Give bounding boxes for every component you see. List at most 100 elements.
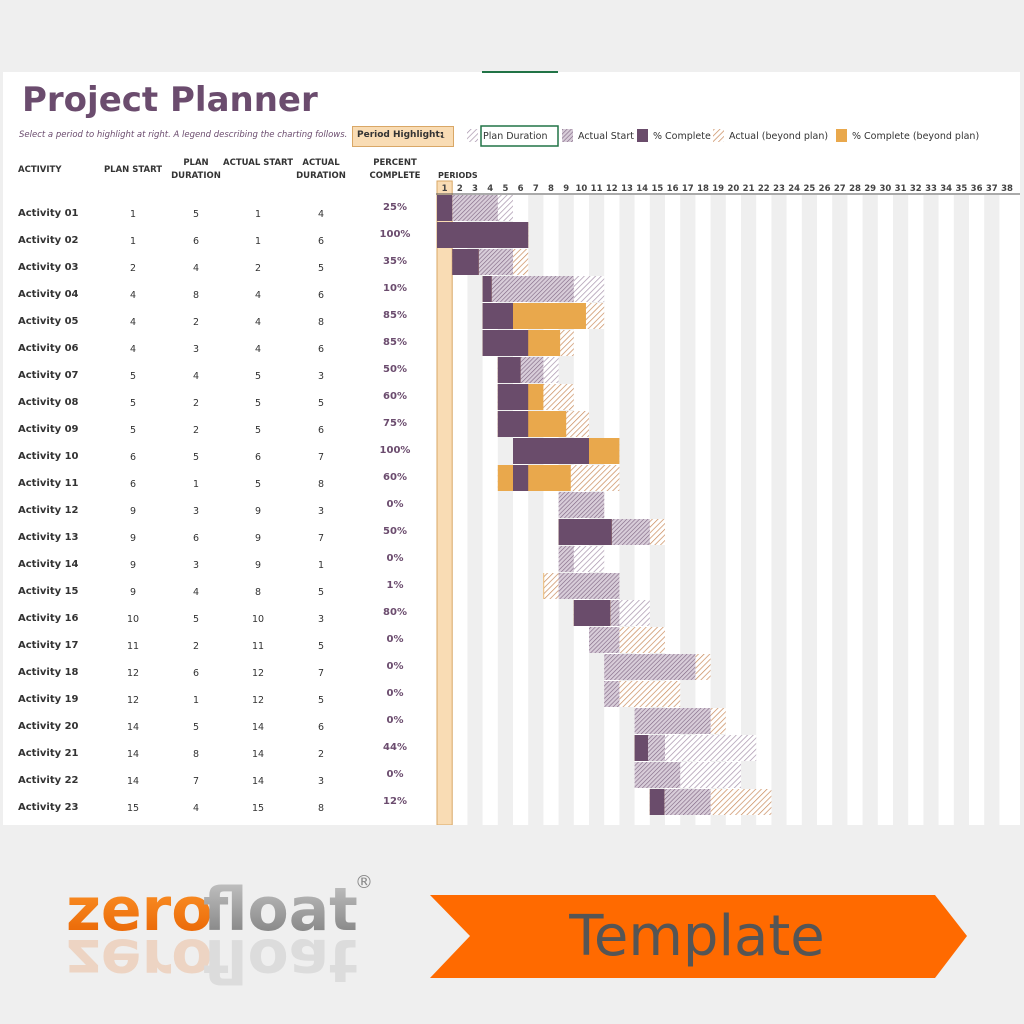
- percent-complete: 0%: [386, 499, 404, 510]
- period-stripe: [832, 195, 848, 825]
- cell-value: 8: [192, 749, 200, 760]
- period-label: 22: [758, 184, 770, 194]
- period-stripe: [801, 195, 817, 825]
- percent-complete-bar: [497, 411, 529, 437]
- cell-value: 4: [317, 209, 325, 220]
- cell-value: 1: [192, 479, 200, 490]
- percent-complete: 35%: [383, 256, 407, 267]
- period-label: 19: [712, 184, 724, 194]
- highlight-value: 1: [440, 131, 446, 140]
- cell-value: 5: [254, 398, 262, 409]
- period-label: 8: [548, 184, 554, 194]
- percent-complete: 0%: [386, 769, 404, 780]
- cell-value: 2: [317, 749, 325, 760]
- complete-beyond-plan: [497, 465, 571, 491]
- column-header: PLAN DURATION: [171, 158, 221, 181]
- period-label: 10: [575, 184, 587, 194]
- percent-complete-bar: [437, 222, 529, 248]
- cell-value: 8: [317, 317, 325, 328]
- cell-value: 4: [129, 344, 137, 355]
- percent-complete-bar: [482, 330, 529, 356]
- logo-float: float: [203, 875, 358, 945]
- percent-complete-bar: [497, 357, 521, 383]
- instructions: Select a period to highlight at right. A…: [19, 130, 348, 140]
- cell-value: 5: [254, 371, 262, 382]
- percent-complete: 0%: [386, 634, 404, 645]
- period-label: 37: [986, 184, 998, 194]
- actual-start: [589, 627, 620, 653]
- cell-value: 9: [129, 506, 137, 517]
- periods-label: PERIODS: [438, 171, 478, 180]
- period-stripe: [862, 195, 878, 825]
- cell-value: 11: [251, 641, 265, 652]
- cell-value: 5: [317, 641, 325, 652]
- cell-value: 5: [129, 398, 137, 409]
- cell-value: 14: [126, 722, 140, 733]
- period-label: 9: [563, 184, 569, 194]
- activity-name: Activity 14: [18, 559, 79, 570]
- period-label: 12: [606, 184, 618, 194]
- cell-value: 5: [254, 479, 262, 490]
- period-label: 26: [819, 184, 831, 194]
- cell-value: 3: [192, 560, 200, 571]
- legend-swatch: [713, 129, 724, 142]
- cell-value: 8: [192, 290, 200, 301]
- period-stripe: [619, 195, 635, 825]
- period-label: 5: [502, 184, 508, 194]
- legend-label: % Complete: [653, 131, 711, 142]
- activity-name: Activity 07: [18, 370, 79, 381]
- percent-complete: 60%: [383, 391, 407, 402]
- cell-value: 14: [251, 776, 265, 787]
- activity-name: Activity 12: [18, 505, 79, 516]
- period-stripe: [953, 195, 969, 825]
- percent-complete-bar: [649, 789, 665, 815]
- activity-name: Activity 09: [18, 424, 79, 435]
- period-label: 31: [895, 184, 907, 194]
- period-label: 3: [472, 184, 478, 194]
- cell-value: 5: [192, 722, 200, 733]
- cell-value: 6: [192, 236, 200, 247]
- cell-value: 8: [317, 479, 325, 490]
- cell-value: 3: [192, 506, 200, 517]
- activity-name: Activity 15: [18, 586, 79, 597]
- percent-complete: 50%: [383, 526, 407, 537]
- percent-complete-bar: [513, 438, 589, 464]
- percent-complete: 80%: [383, 607, 407, 618]
- period-label: 25: [803, 184, 815, 194]
- percent-complete-bar: [452, 249, 479, 275]
- period-label: 33: [925, 184, 937, 194]
- cell-value: 12: [251, 695, 265, 706]
- cell-value: 6: [192, 668, 200, 679]
- complete-beyond-plan: [543, 573, 545, 599]
- activity-name: Activity 05: [18, 316, 79, 327]
- cell-value: 5: [192, 614, 200, 625]
- period-stripe: [893, 195, 909, 825]
- period-label: 15: [651, 184, 663, 194]
- cell-value: 5: [129, 425, 137, 436]
- activity-name: Activity 16: [18, 613, 79, 624]
- percent-complete: 12%: [383, 796, 407, 807]
- activity-name: Activity 17: [18, 640, 79, 651]
- activity-name: Activity 20: [18, 721, 79, 732]
- legend-swatch: [562, 129, 573, 142]
- cell-value: 4: [129, 317, 137, 328]
- actual-start: [604, 654, 696, 680]
- cell-value: 12: [126, 695, 140, 706]
- activity-name: Activity 18: [18, 667, 79, 678]
- cell-value: 8: [254, 587, 262, 598]
- cell-value: 6: [129, 479, 137, 490]
- cell-value: 7: [317, 668, 325, 679]
- logo-reflection: zero: [66, 925, 212, 995]
- cell-value: 2: [192, 317, 200, 328]
- period-stripe: [467, 195, 483, 825]
- cell-value: 4: [192, 263, 200, 274]
- logo-reflection: float: [203, 925, 358, 995]
- cell-value: 5: [317, 398, 325, 409]
- actual-start: [558, 492, 605, 518]
- percent-complete: 100%: [379, 445, 411, 456]
- cell-value: 6: [317, 290, 325, 301]
- percent-complete-bar: [513, 465, 529, 491]
- cell-value: 1: [254, 209, 262, 220]
- percent-complete: 0%: [386, 688, 404, 699]
